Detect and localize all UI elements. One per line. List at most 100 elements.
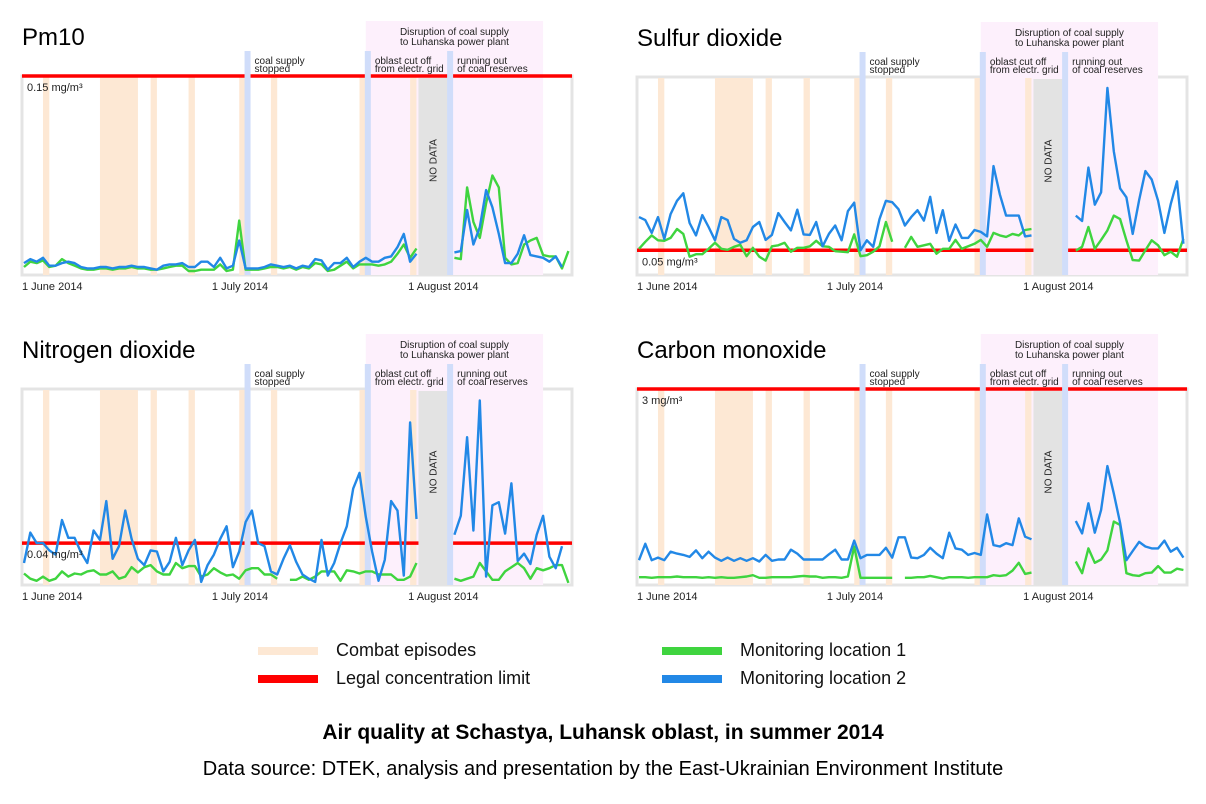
- legend-label: Legal concentration limit: [336, 668, 531, 688]
- event-bar: [447, 51, 454, 275]
- disruption-period-band: [980, 334, 1159, 585]
- combat-episode-band: [765, 78, 772, 275]
- combat-episode-band: [885, 390, 893, 585]
- series-line-location-2: [454, 188, 564, 268]
- event-bar: [1062, 52, 1069, 275]
- combat-episode-band: [42, 77, 50, 275]
- event-bar: [1062, 364, 1069, 585]
- combat-episode-band: [99, 390, 138, 585]
- no-data-label: NO DATA: [1043, 450, 1054, 493]
- no-data-band: [1033, 391, 1064, 585]
- x-tick-label: 1 June 2014: [22, 591, 83, 603]
- event-bar: [979, 52, 986, 275]
- event-label: of coal reserves: [457, 64, 528, 75]
- series-line-location-2: [637, 513, 1032, 563]
- combat-episode-band: [657, 78, 665, 275]
- event-label: running out: [457, 56, 507, 67]
- disruption-label: Disruption of coal supply: [400, 340, 509, 351]
- panel-title: Carbon monoxide: [637, 337, 826, 364]
- disruption-period-band: [980, 22, 1159, 275]
- x-tick-label: 1 August 2014: [1023, 591, 1093, 603]
- combat-episode-band: [150, 390, 157, 585]
- legend-location-1: Monitoring location 1: [662, 640, 906, 661]
- combat-episode-band: [657, 390, 665, 585]
- legend-location-2: Monitoring location 2: [662, 668, 906, 689]
- no-data-label: NO DATA: [428, 139, 439, 182]
- combat-episode-band: [803, 78, 810, 275]
- event-label: running out: [1072, 369, 1122, 380]
- series-line-location-1: [454, 561, 570, 584]
- event-label: stopped: [255, 377, 291, 388]
- disruption-label: to Luhanska power plant: [400, 37, 509, 48]
- event-label: oblast cut off: [990, 369, 1047, 380]
- legend-combat-episodes: Combat episodes: [258, 640, 476, 661]
- event-label: from electr. grid: [375, 377, 444, 388]
- combat-episode-band: [188, 77, 195, 275]
- legend-swatch-location-1: [662, 646, 722, 655]
- event-bar: [979, 364, 986, 585]
- event-label: oblast cut off: [990, 57, 1047, 68]
- disruption-label: to Luhanska power plant: [1015, 350, 1124, 361]
- x-tick-label: 1 July 2014: [827, 591, 883, 603]
- disruption-label: Disruption of coal supply: [1015, 340, 1124, 351]
- event-label: stopped: [870, 65, 906, 76]
- x-tick-label: 1 July 2014: [212, 591, 268, 603]
- panel-title: Nitrogen dioxide: [22, 337, 195, 364]
- series-line-location-2: [23, 232, 418, 271]
- combat-episode-band: [885, 78, 893, 275]
- series-line-location-2: [638, 164, 1032, 252]
- panel-title: Sulfur dioxide: [637, 25, 782, 52]
- legend-legal-limit: Legal concentration limit: [258, 668, 530, 689]
- combat-episode-band: [803, 390, 810, 585]
- series-line-location-1: [23, 561, 278, 582]
- event-label: coal supply: [255, 56, 305, 67]
- figure-subtitle: Data source: DTEK, analysis and presenta…: [202, 758, 1004, 780]
- event-label: from electr. grid: [990, 65, 1059, 76]
- event-label: coal supply: [870, 57, 920, 68]
- event-label: stopped: [870, 377, 906, 388]
- event-bar: [244, 364, 251, 585]
- event-bar: [447, 364, 454, 585]
- event-label: stopped: [255, 64, 291, 75]
- x-tick-label: 1 June 2014: [637, 591, 698, 603]
- disruption-label: Disruption of coal supply: [1015, 28, 1124, 39]
- disruption-period-band: [365, 21, 544, 275]
- series-line-location-1: [23, 219, 418, 273]
- combat-episode-band: [974, 78, 981, 275]
- x-tick-label: 1 August 2014: [408, 281, 478, 293]
- series-line-location-1: [904, 561, 1032, 580]
- event-label: from electr. grid: [990, 377, 1059, 388]
- x-tick-label: 1 July 2014: [827, 281, 883, 293]
- combat-episode-band: [1025, 390, 1032, 585]
- x-tick-label: 1 June 2014: [637, 281, 698, 293]
- combat-episode-band: [239, 390, 246, 585]
- event-label: coal supply: [870, 369, 920, 380]
- legend-swatch-location-2: [662, 674, 722, 683]
- legend-swatch-combat: [258, 646, 318, 655]
- combat-episode-band: [854, 78, 861, 275]
- combat-episode-band: [42, 390, 50, 585]
- combat-episode-band: [270, 390, 278, 585]
- x-tick-label: 1 August 2014: [1023, 281, 1093, 293]
- series-line-location-1: [903, 227, 1032, 255]
- combat-episode-band: [239, 77, 246, 275]
- combat-episode-band: [270, 77, 278, 275]
- series-line-location-2: [22, 421, 418, 584]
- event-label: coal supply: [255, 369, 305, 380]
- series-line-location-2: [1074, 464, 1185, 562]
- event-label: running out: [457, 369, 507, 380]
- event-label: of coal reserves: [1072, 65, 1143, 76]
- event-bar: [859, 52, 866, 275]
- disruption-label: to Luhanska power plant: [1015, 38, 1124, 49]
- combat-episode-band: [765, 390, 772, 585]
- combat-episode-band: [714, 390, 753, 585]
- event-bar: [364, 51, 371, 275]
- combat-episode-band: [99, 77, 138, 275]
- event-label: from electr. grid: [375, 64, 444, 75]
- series-line-location-1: [1074, 520, 1184, 578]
- event-label: of coal reserves: [457, 377, 528, 388]
- legend-label: Monitoring location 2: [740, 668, 907, 688]
